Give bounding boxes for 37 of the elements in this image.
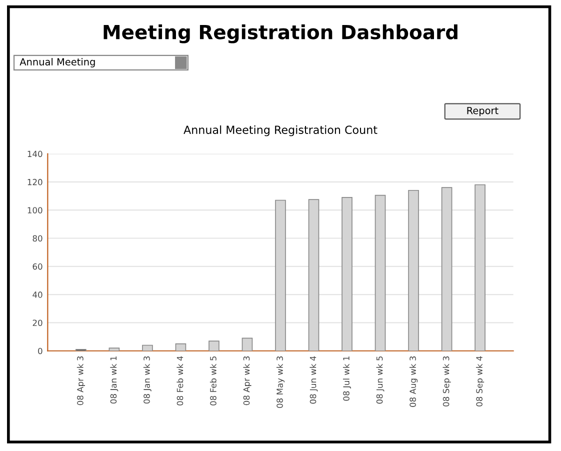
bar: [474, 184, 486, 351]
y-tick-label: 0: [38, 348, 42, 354]
x-tick-label: 08 Sep wk 3: [442, 356, 451, 406]
x-tick-label: 08 Aug wk 3: [410, 356, 418, 407]
x-tick-label: 08 Jul wk 1: [342, 356, 351, 401]
y-tick-label: 20: [32, 320, 42, 326]
bar: [408, 190, 419, 351]
bar: [175, 343, 186, 351]
text: Annual Meeting: [20, 58, 95, 68]
y-tick-label: 120: [28, 178, 42, 186]
bar: [242, 338, 253, 351]
bar: [441, 187, 452, 351]
x-tick-label: 08 Jun wk 5: [376, 356, 384, 404]
x-tick-label: 08 Jan wk 3: [143, 356, 152, 404]
bar: [342, 197, 352, 351]
text: Report: [467, 106, 498, 116]
y-tick-label: 140: [28, 150, 42, 158]
y-tick-label: 40: [32, 292, 42, 298]
x-tick-label: 08 Apr wk 3: [243, 356, 252, 406]
bar: [275, 200, 286, 351]
x-tick-label: 08 Feb wk 4: [176, 356, 184, 406]
y-tick-label: 100: [28, 207, 42, 214]
bar: [108, 348, 120, 351]
x-tick-label: 08 Jan wk 1: [110, 356, 118, 404]
chart-title: Meeting Registration Dashboard: [104, 24, 458, 44]
bar: [208, 340, 220, 351]
x-tick-label: 08 Feb wk 5: [210, 356, 216, 406]
bar: [142, 344, 153, 351]
x-tick-label: 08 Apr wk 3: [76, 356, 85, 406]
x-tick-label: 08 Sep wk 4: [476, 356, 484, 406]
chart-subtitle: Annual Meeting Registration Count: [184, 125, 378, 136]
bar: [308, 199, 320, 351]
y-tick-label: 80: [32, 235, 42, 242]
x-tick-label: 08 Jun wk 4: [310, 356, 318, 404]
x-tick-label: 08 May wk 3: [276, 356, 285, 408]
bar: [374, 194, 386, 351]
y-tick-label: 60: [32, 263, 42, 270]
